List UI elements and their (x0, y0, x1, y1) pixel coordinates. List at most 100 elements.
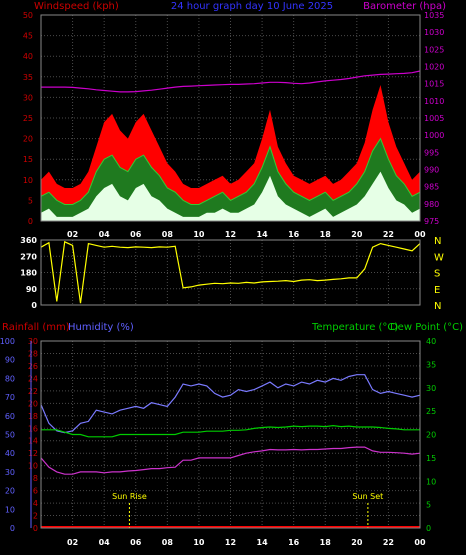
climate-plot-frame (40, 340, 421, 529)
y-tick-label: 985 (424, 183, 439, 192)
y-tick-label: 30 (23, 93, 33, 102)
compass-label: S (434, 269, 440, 280)
y-tick-label: 100 (0, 337, 15, 346)
y-tick-label: 1005 (424, 114, 444, 123)
y-tick-label: 1015 (424, 80, 444, 89)
y-tick-label: 45 (23, 32, 33, 41)
x-tick-label: 12 (225, 538, 236, 547)
windspeed-tick-labels: 0 5 10 15 20 25 30 35 40 45 50 (23, 11, 33, 226)
x-tick-label: 14 (257, 230, 269, 239)
wind-minimum-area (41, 171, 420, 221)
y-tick-label: 70 (5, 393, 15, 402)
y-tick-label: 28 (28, 349, 38, 358)
y-tick-label: 12 (28, 449, 38, 458)
x-tick-label: 14 (257, 538, 269, 547)
y-tick-label: 26 (28, 362, 38, 371)
y-tick-label: 40 (426, 337, 436, 346)
y-tick-label: 14 (28, 437, 38, 446)
y-tick-label: 1025 (424, 45, 444, 54)
y-tick-label: 6 (33, 487, 38, 496)
barometer-axis-label: Barometer (hpa) (363, 1, 446, 12)
y-tick-label: 35 (23, 73, 33, 82)
y-tick-label: 1010 (424, 97, 444, 106)
chart-title: 24 hour graph day 10 June 2025 (171, 1, 333, 12)
y-tick-label: 90 (26, 285, 38, 294)
y-tick-label: 995 (424, 148, 439, 157)
y-tick-label: 990 (424, 166, 439, 175)
x-tick-label: 04 (99, 230, 111, 239)
climate-series (40, 374, 421, 528)
climate-time-tick-labels: 02 04 06 08 10 12 14 16 18 20 22 00 (67, 538, 426, 547)
y-tick-label: 5 (28, 196, 33, 205)
wind-plot-frame (40, 14, 421, 222)
y-tick-label: 0 (28, 217, 33, 226)
y-tick-label: 10 (23, 176, 33, 185)
y-tick-label: 2 (33, 512, 38, 521)
wind-average-line (40, 137, 421, 205)
direction-plot-frame (40, 239, 421, 306)
y-tick-label: 975 (424, 217, 439, 226)
dewpoint-axis-label: Dew Point (°C) (390, 322, 463, 333)
y-tick-label: 50 (5, 431, 15, 440)
dewpoint-line (40, 446, 421, 475)
y-tick-label: 30 (5, 468, 15, 477)
climate-panel: Rainfall (mm) Humidity (%) Temperature (… (0, 322, 463, 547)
y-tick-label: 15 (23, 155, 33, 164)
y-tick-label: 0 (10, 524, 15, 533)
x-tick-label: 06 (130, 538, 142, 547)
x-tick-label: 16 (288, 230, 300, 239)
y-tick-label: 25 (426, 407, 436, 416)
y-tick-label: 20 (28, 399, 38, 408)
humidity-line (40, 374, 421, 434)
direction-degree-labels: 0 90 180 270 360 (20, 236, 37, 310)
x-tick-label: 18 (320, 230, 332, 239)
y-tick-label: 30 (28, 337, 38, 346)
y-tick-label: 5 (426, 501, 431, 510)
x-tick-label: 20 (351, 538, 363, 547)
y-tick-label: 1020 (424, 63, 444, 72)
x-tick-label: 00 (414, 538, 426, 547)
x-tick-label: 02 (67, 230, 78, 239)
y-tick-label: 0 (31, 301, 37, 310)
humidity-tick-labels: 0 10 20 30 40 50 60 70 80 90 100 (0, 337, 15, 533)
x-tick-label: 22 (383, 230, 394, 239)
compass-label: N (434, 236, 441, 247)
y-tick-label: 25 (23, 114, 33, 123)
x-tick-label: 08 (162, 230, 174, 239)
x-tick-label: 16 (288, 538, 300, 547)
y-tick-label: 8 (33, 474, 38, 483)
x-tick-label: 08 (162, 538, 174, 547)
y-tick-label: 0 (426, 524, 431, 533)
y-tick-label: 20 (5, 487, 15, 496)
compass-label: N (434, 301, 441, 312)
y-tick-label: 980 (424, 200, 439, 209)
y-tick-label: 18 (28, 412, 38, 421)
y-tick-label: 10 (5, 505, 15, 514)
y-tick-label: 30 (426, 384, 436, 393)
rainfall-axis-label: Rainfall (mm) (2, 322, 70, 333)
barometer-tick-labels: 975 980 985 990 995 1000 1005 1010 1015 1020 1025 1… (424, 11, 444, 226)
y-tick-label: 50 (23, 11, 33, 20)
x-tick-label: 20 (351, 230, 363, 239)
sun-annotations: Sun Rise Sun Set (112, 492, 383, 528)
temperature-line (41, 424, 420, 438)
y-tick-label: 80 (5, 374, 15, 383)
y-tick-label: 10 (426, 477, 436, 486)
y-tick-label: 20 (23, 135, 33, 144)
y-tick-label: 360 (20, 236, 37, 245)
windspeed-axis-label: Windspeed (kph) (34, 1, 119, 12)
wind-series (40, 70, 421, 221)
y-tick-label: 270 (20, 252, 37, 261)
barometer-line (41, 70, 421, 93)
x-tick-label: 00 (414, 230, 426, 239)
x-tick-label: 04 (99, 538, 111, 547)
x-tick-label: 02 (67, 538, 78, 547)
sun-annotation-label: Sun Set (352, 492, 383, 501)
y-tick-label: 1000 (424, 131, 444, 140)
y-tick-label: 24 (28, 374, 38, 383)
sun-annotation-label: Sun Rise (112, 492, 147, 501)
